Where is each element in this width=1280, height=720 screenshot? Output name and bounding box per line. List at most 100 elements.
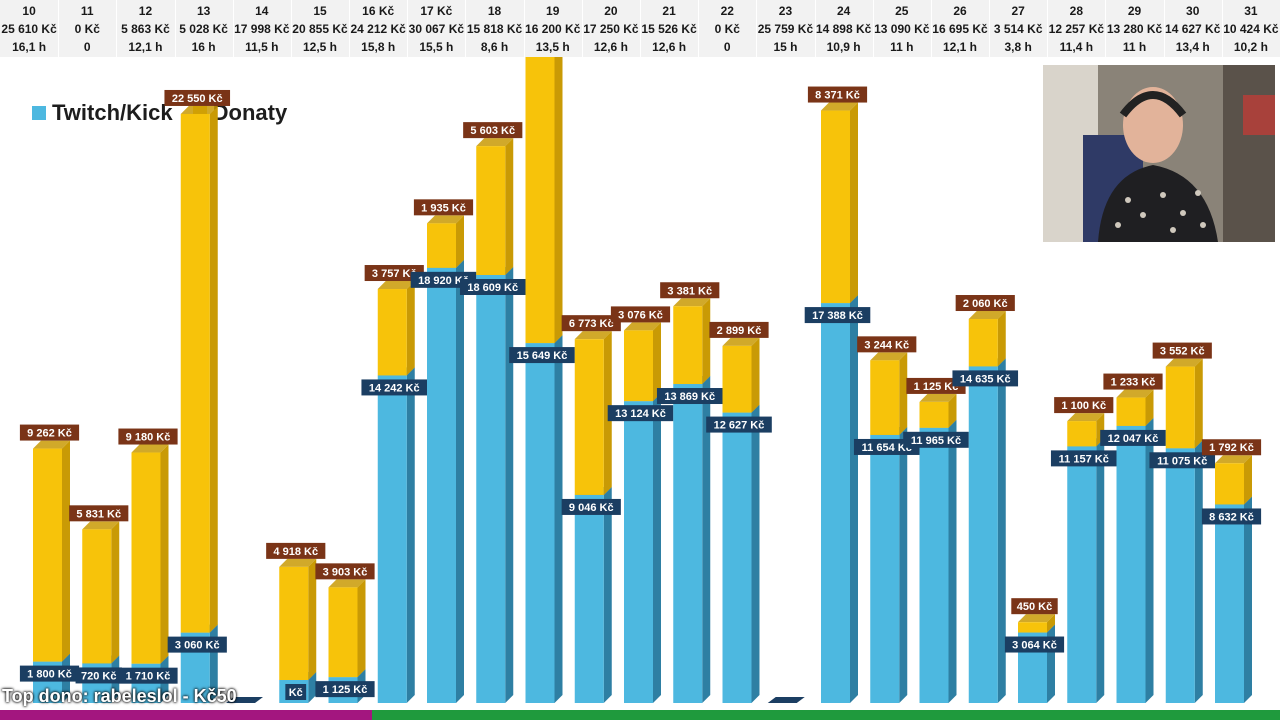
bar-donaty-side — [308, 558, 317, 680]
table-cell-total: 25 759 Kč — [757, 22, 814, 36]
bar-donaty-top — [1165, 358, 1203, 367]
data-label-twitch-bg — [118, 667, 178, 684]
table-cell-day: 26 — [953, 4, 967, 18]
bar-donaty — [525, 57, 555, 344]
bar-donaty-side — [209, 105, 218, 633]
table-cell-hours: 12,1 h — [128, 40, 163, 54]
data-label-twitch-bg — [1100, 429, 1166, 446]
data-label-twitch-bg — [804, 307, 871, 324]
bar-donaty-top — [1018, 614, 1055, 623]
progress-bar-green — [372, 710, 1280, 720]
data-label-twitch-bg — [1201, 508, 1262, 525]
data-label-donaty: 9 180 Kč — [126, 432, 171, 444]
bar-donaty — [1116, 397, 1146, 426]
bar-twitch — [377, 375, 407, 703]
data-label-donaty: 1 233 Kč — [1111, 377, 1156, 389]
bar-donaty-side — [62, 440, 70, 662]
bar-twitch — [525, 343, 555, 703]
data-label-twitch: 13 869 Kč — [664, 391, 715, 403]
data-label-donaty-bg — [807, 86, 868, 103]
bar-donaty — [821, 110, 850, 304]
legend-swatch-twitch — [32, 106, 46, 120]
bar-donaty-top — [574, 331, 612, 340]
data-label-donaty: 3 381 Kč — [667, 285, 712, 297]
data-label-donaty: 3 757 Kč — [372, 268, 417, 280]
table-cell-hours: 0 — [83, 40, 91, 54]
table-cell-total: 0 Kč — [74, 22, 100, 36]
table-cell-day: 19 — [546, 4, 560, 18]
data-label-twitch-bg — [706, 416, 772, 433]
data-label-donaty-bg — [1152, 342, 1212, 359]
bar-donaty — [1067, 421, 1097, 447]
table-cell-total: 5 028 Kč — [179, 22, 228, 36]
bar-twitch — [1116, 425, 1146, 703]
table-cell-hours: 11,4 h — [1059, 40, 1094, 54]
data-label-twitch: Kč — [289, 687, 303, 699]
bar-donaty — [1165, 366, 1195, 449]
data-label-donaty-bg — [364, 265, 424, 282]
bar-donaty-side — [702, 298, 711, 385]
bar-donaty-side — [554, 57, 563, 344]
data-label-donaty-bg — [610, 306, 671, 323]
data-label-twitch-bg — [1004, 636, 1065, 653]
table-cell-total: 17 998 Kč — [234, 22, 290, 36]
bar-twitch-side — [997, 358, 1006, 703]
bar-twitch-side — [308, 672, 317, 703]
table-cell-hours: 10,9 h — [826, 40, 861, 54]
bar-donaty — [131, 452, 161, 664]
data-label-twitch-bg — [459, 278, 526, 295]
table-cell-day: 13 — [196, 4, 211, 18]
bar-donaty — [328, 587, 358, 678]
table-cell-total: 12 257 Kč — [1048, 22, 1105, 36]
data-label-donaty-bg — [660, 282, 720, 299]
data-label-donaty: 1 100 Kč — [1061, 400, 1106, 412]
table-cell-day: 27 — [1011, 4, 1025, 18]
bar-donaty-side — [653, 322, 661, 402]
bar-donaty-top — [1116, 389, 1154, 398]
data-label-donaty: 3 076 Kč — [618, 309, 663, 321]
table-cell-day: 21 — [662, 4, 676, 18]
table-cell-total: 3 514 Kč — [993, 22, 1043, 36]
table-cell-total: 10 424 Kč — [1223, 22, 1279, 36]
data-label-donaty: 9 262 Kč — [27, 428, 72, 440]
table-cell-day: 29 — [1127, 4, 1142, 18]
table-cell-total: 30 067 Kč — [408, 22, 465, 36]
data-label-twitch: 3 064 Kč — [1012, 640, 1057, 652]
data-label-donaty-bg — [857, 336, 917, 353]
table-cell-hours: 12,1 h — [942, 40, 977, 54]
data-label-donaty-bg — [69, 505, 129, 522]
bar-twitch — [870, 434, 900, 703]
bar-twitch-side — [751, 404, 760, 703]
data-label-donaty-bg — [561, 315, 621, 332]
data-label-twitch: 11 965 Kč — [911, 435, 961, 447]
bar-donaty — [427, 223, 456, 268]
bar-twitch-side — [603, 486, 612, 703]
data-label-twitch-bg — [167, 636, 227, 653]
data-label-twitch: 720 Kč — [81, 670, 116, 682]
bar-donaty-top — [328, 579, 366, 588]
table-cell-day: 24 — [836, 4, 851, 18]
data-label-donaty: 5 831 Kč — [76, 508, 121, 520]
bar-donaty-side — [1244, 455, 1252, 505]
bar-donaty — [574, 339, 604, 495]
table-cell-day: 20 — [604, 4, 618, 18]
data-label-donaty: 1 935 Kč — [421, 202, 466, 214]
bar-twitch-side — [456, 259, 464, 703]
data-label-twitch-bg — [952, 370, 1019, 387]
data-label-twitch: 3 060 Kč — [175, 640, 220, 652]
data-label-twitch-bg — [607, 405, 674, 422]
table-cell-day: 23 — [778, 4, 793, 18]
bar-donaty — [722, 345, 752, 413]
bar-twitch-side — [1145, 417, 1154, 703]
bar-empty — [226, 697, 263, 703]
data-label-twitch-bg — [410, 271, 477, 288]
bar-donaty-top — [722, 337, 760, 346]
bar-twitch — [919, 427, 949, 703]
data-label-twitch-bg — [19, 665, 80, 682]
data-label-donaty-bg — [1201, 439, 1262, 456]
bar-donaty-top — [180, 105, 218, 114]
table-cell-hours: 11 h — [890, 40, 914, 54]
table-cell-day: 28 — [1069, 4, 1084, 18]
table-cell-hours: 0 — [723, 40, 731, 54]
bar-donaty-top — [624, 322, 661, 331]
